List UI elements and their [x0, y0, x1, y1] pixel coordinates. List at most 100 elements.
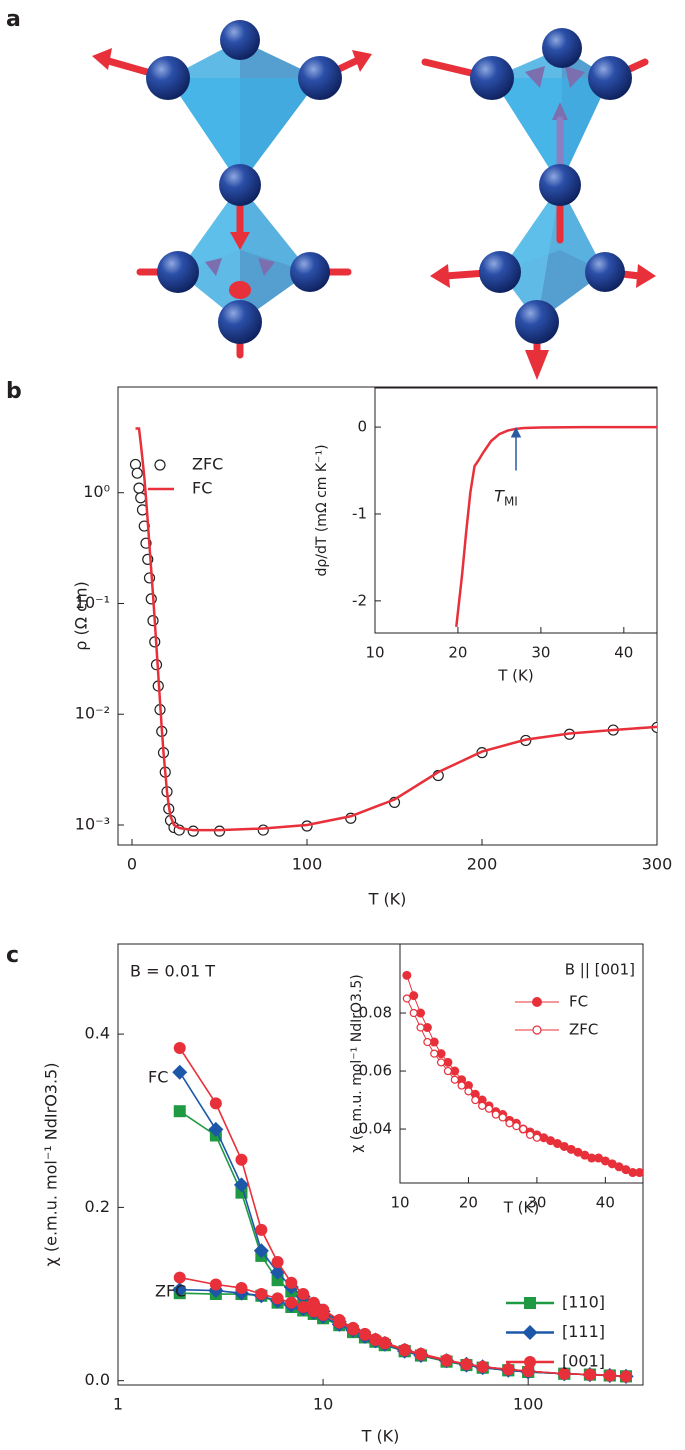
annotation: B || [001] [565, 961, 635, 979]
marker [524, 1297, 536, 1309]
marker [603, 1369, 616, 1382]
legend-label: FC [192, 479, 212, 498]
marker [271, 1255, 284, 1268]
y-tick-label: 0 [357, 418, 367, 436]
legend-label: [001] [562, 1352, 605, 1371]
marker [285, 1276, 298, 1289]
x-axis-label: T (K) [503, 1199, 539, 1217]
marker [209, 1278, 222, 1291]
legend-label: [110] [562, 1293, 605, 1312]
marker [235, 1281, 248, 1294]
marker [440, 1354, 453, 1367]
marker [463, 1081, 473, 1091]
marker [173, 1041, 186, 1054]
marker [559, 1141, 569, 1151]
marker [621, 1165, 631, 1175]
marker [414, 1348, 427, 1361]
y-axis-label: ρ (Ω cm) [72, 581, 91, 650]
series-line [455, 425, 657, 628]
panel-label: c [6, 943, 19, 968]
marker [402, 970, 412, 980]
y-tick-label: 0.4 [85, 1024, 110, 1043]
marker [369, 1333, 382, 1346]
frame [399, 943, 644, 1184]
x-tick-label: 10 [390, 1194, 409, 1212]
x-axis-label: T (K) [497, 667, 533, 685]
marker [208, 1121, 224, 1137]
marker [285, 1296, 298, 1309]
inset-background [375, 388, 657, 633]
legend-label: ZFC [192, 455, 223, 474]
panel-label: b [6, 379, 22, 404]
marker [409, 991, 419, 1001]
annotation: B = 0.01 T [130, 962, 215, 981]
series-group [172, 1041, 634, 1384]
marker [430, 1049, 439, 1058]
marker [358, 1328, 371, 1341]
marker [423, 1037, 432, 1047]
marker [257, 824, 269, 836]
y-tick-label: -1 [352, 504, 367, 522]
marker [558, 1367, 571, 1380]
marker [478, 1101, 487, 1110]
marker [209, 1097, 222, 1110]
marker [620, 1370, 633, 1383]
annotation: TMI [494, 486, 518, 508]
series-group [129, 427, 657, 837]
marker [307, 1305, 320, 1318]
x-tick-label: 20 [459, 1194, 478, 1212]
marker [457, 1081, 466, 1090]
marker [233, 1177, 249, 1193]
marker [457, 1075, 467, 1085]
marker [443, 1066, 453, 1076]
marker [460, 1358, 473, 1371]
annotation-subscript: MI [504, 494, 518, 508]
marker [436, 1049, 446, 1059]
structure-right [421, 28, 656, 380]
y-tick-label: 10⁻³ [75, 815, 110, 834]
x-tick-label: 40 [596, 1194, 615, 1212]
marker [614, 1162, 624, 1172]
marker [464, 1087, 473, 1096]
marker [600, 1156, 610, 1166]
x-tick-label: 200 [467, 855, 498, 874]
marker [297, 1301, 310, 1314]
y-tick-label: 0.2 [85, 1197, 110, 1216]
marker [255, 1223, 268, 1236]
marker [583, 1368, 596, 1381]
x-tick-label: 100 [292, 855, 323, 874]
marker [512, 1122, 521, 1131]
marker [333, 1316, 346, 1329]
x-tick-label: 30 [527, 1194, 546, 1212]
marker [135, 492, 147, 504]
annotation-text: T [494, 486, 505, 505]
structure-left [92, 20, 372, 359]
series-line [179, 1288, 627, 1378]
marker [607, 1159, 617, 1169]
marker [402, 994, 411, 1003]
marker [522, 1325, 538, 1340]
x-tick-label: 40 [614, 644, 633, 662]
panel-label: a [6, 7, 21, 32]
marker [524, 1356, 536, 1368]
marker [573, 1147, 583, 1157]
legend-label: ZFC [569, 1021, 598, 1039]
x-tick-label: 1 [113, 1395, 123, 1414]
x-tick-label: 100 [513, 1395, 544, 1414]
marker [505, 1119, 514, 1128]
annotation: ZFC [155, 1282, 186, 1301]
marker [416, 1008, 426, 1018]
x-tick-label: 0 [127, 855, 137, 874]
marker [502, 1363, 515, 1376]
series-line [179, 1292, 627, 1378]
marker [477, 1095, 487, 1105]
marker [317, 1308, 330, 1321]
x-tick-label: 300 [642, 855, 673, 874]
marker [450, 1075, 459, 1084]
marker [532, 1025, 542, 1035]
marker [307, 1296, 320, 1309]
marker [519, 1124, 528, 1134]
plot-area: 10 20 30 40 -2 -1 0 T (K) dρ/dT (mΩ cm K⁻¹) TMI [314, 387, 658, 685]
y-tick-label: 0.04 [359, 1120, 392, 1138]
marker [443, 1057, 453, 1067]
